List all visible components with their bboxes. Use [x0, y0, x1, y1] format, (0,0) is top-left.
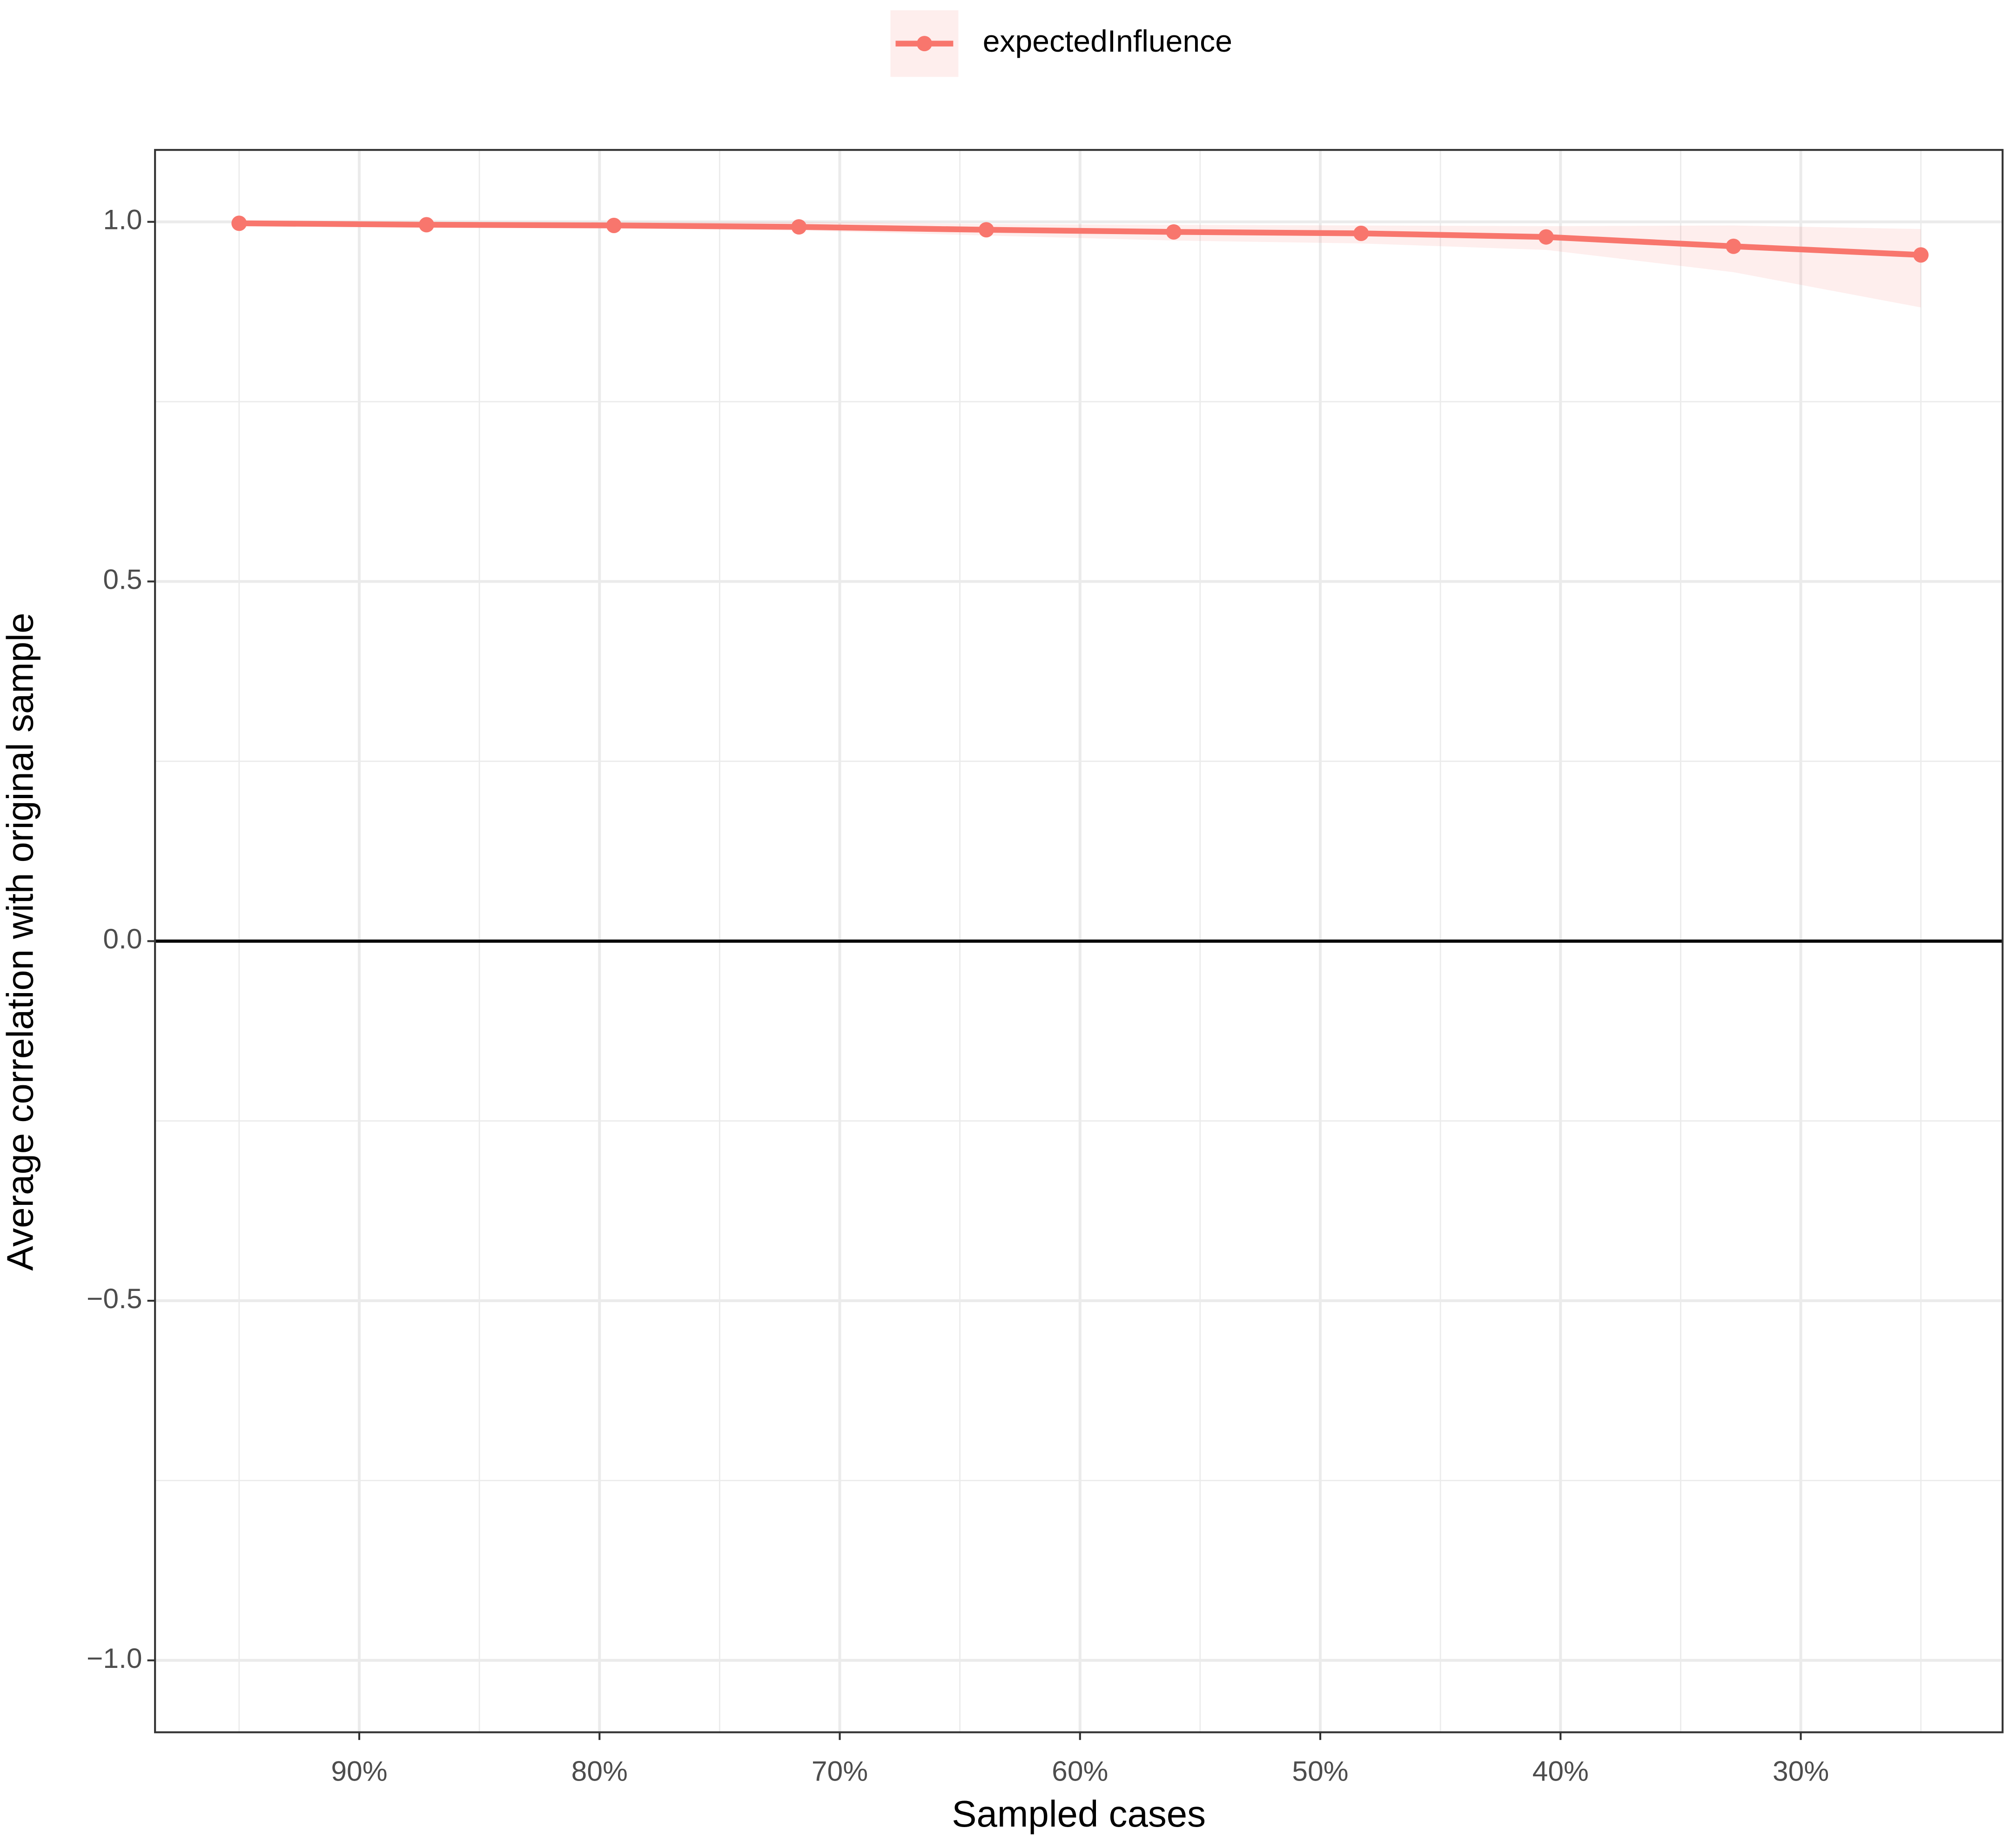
point	[1726, 238, 1741, 254]
legend-point	[916, 36, 932, 52]
y-tick-label: 1.0	[103, 204, 142, 235]
point	[1913, 247, 1929, 263]
point	[1538, 229, 1554, 245]
x-tick-label: 40%	[1532, 1755, 1589, 1787]
x-tick-label: 80%	[571, 1755, 628, 1787]
y-tick-label: −0.5	[87, 1283, 142, 1314]
legend-label: expectedInfluence	[983, 24, 1232, 59]
x-tick-label: 60%	[1052, 1755, 1108, 1787]
x-axis-title: Sampled cases	[952, 1793, 1206, 1835]
y-tick-label: −1.0	[87, 1642, 142, 1674]
point	[1353, 225, 1369, 241]
y-axis-title: Average correlation with original sample	[0, 613, 41, 1271]
x-tick-label: 50%	[1292, 1755, 1348, 1787]
plot-border	[154, 149, 2004, 1734]
point	[606, 217, 622, 233]
x-tick-label: 70%	[812, 1755, 868, 1787]
x-tick-label: 90%	[331, 1755, 387, 1787]
point	[1166, 224, 1182, 240]
y-tick-label: 0.5	[103, 563, 142, 595]
point	[231, 215, 247, 231]
x-tick-label: 30%	[1773, 1755, 1829, 1787]
confidence-band	[239, 222, 1921, 308]
point	[791, 219, 807, 235]
point	[418, 217, 435, 233]
y-tick-label: 0.0	[103, 923, 142, 954]
point	[978, 222, 994, 238]
line	[239, 220, 1921, 258]
